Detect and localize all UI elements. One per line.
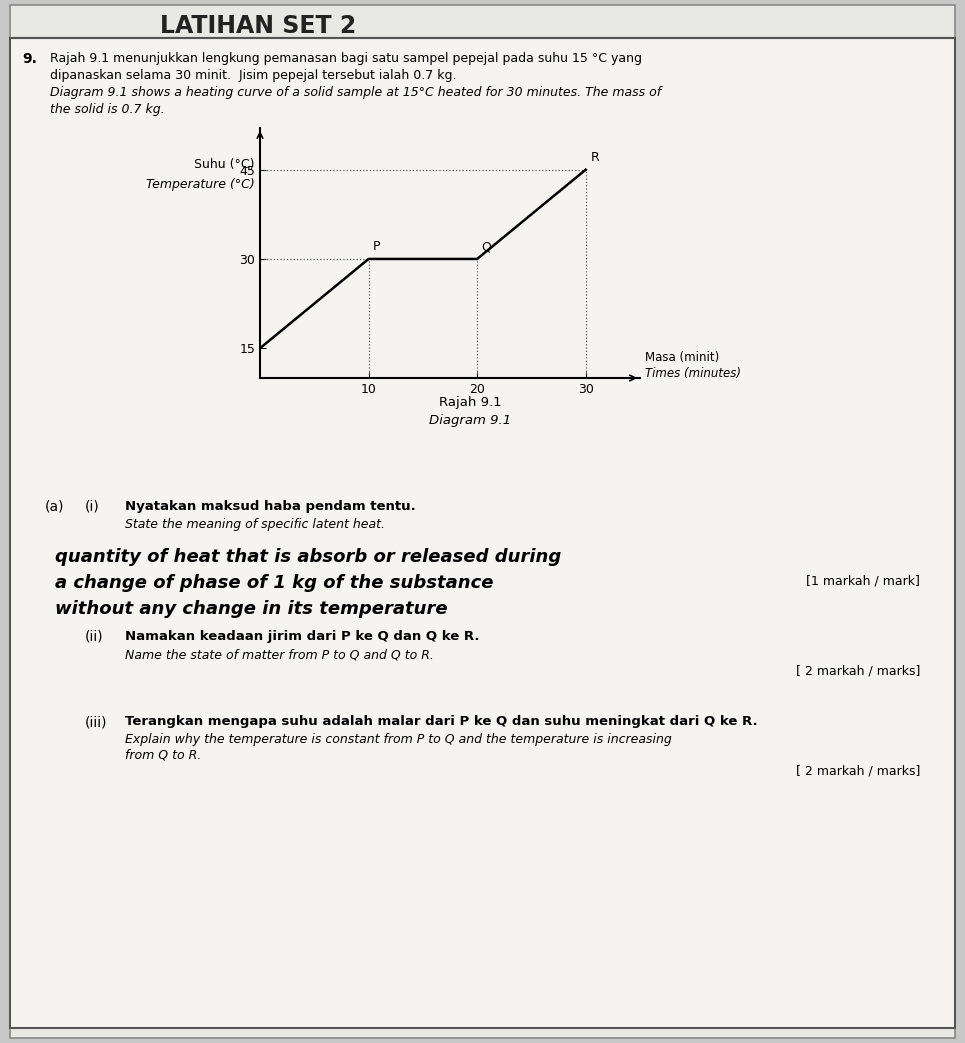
Text: (a): (a) <box>45 500 65 514</box>
Text: Times (minutes): Times (minutes) <box>645 366 741 380</box>
Text: Nyatakan maksud haba pendam tentu.: Nyatakan maksud haba pendam tentu. <box>125 500 416 513</box>
Text: a change of phase of 1 kg of the substance: a change of phase of 1 kg of the substan… <box>55 574 493 592</box>
Text: quantity of heat that is absorb or released during: quantity of heat that is absorb or relea… <box>55 548 562 566</box>
Text: (ii): (ii) <box>85 630 103 644</box>
Text: without any change in its temperature: without any change in its temperature <box>55 600 448 618</box>
Text: [ 2 markah / marks]: [ 2 markah / marks] <box>795 665 920 678</box>
Text: dipanaskan selama 30 minit.  Jisim pepejal tersebut ialah 0.7 kg.: dipanaskan selama 30 minit. Jisim pepeja… <box>50 69 456 82</box>
Text: [ 2 markah / marks]: [ 2 markah / marks] <box>795 765 920 778</box>
Text: R: R <box>592 151 600 164</box>
Text: from Q to R.: from Q to R. <box>125 749 202 762</box>
Text: Diagram 9.1 shows a heating curve of a solid sample at 15°C heated for 30 minute: Diagram 9.1 shows a heating curve of a s… <box>50 86 661 99</box>
Text: Masa (minit): Masa (minit) <box>645 351 719 364</box>
Text: Rajah 9.1: Rajah 9.1 <box>439 396 501 409</box>
Text: Terangkan mengapa suhu adalah malar dari P ke Q dan suhu meningkat dari Q ke R.: Terangkan mengapa suhu adalah malar dari… <box>125 715 758 728</box>
Text: Rajah 9.1 menunjukkan lengkung pemanasan bagi satu sampel pepejal pada suhu 15 °: Rajah 9.1 menunjukkan lengkung pemanasan… <box>50 52 642 65</box>
Text: Suhu (°C): Suhu (°C) <box>195 157 255 171</box>
Text: P: P <box>372 240 380 253</box>
Text: Q: Q <box>482 240 491 253</box>
Text: (i): (i) <box>85 500 99 514</box>
Text: (iii): (iii) <box>85 715 107 729</box>
Text: [1 markah / mark]: [1 markah / mark] <box>806 574 920 587</box>
Text: Explain why the temperature is constant from P to Q and the temperature is incre: Explain why the temperature is constant … <box>125 733 672 746</box>
Text: 9.: 9. <box>22 52 37 66</box>
Text: State the meaning of specific latent heat.: State the meaning of specific latent hea… <box>125 518 385 531</box>
Text: Diagram 9.1: Diagram 9.1 <box>428 414 511 427</box>
Text: Namakan keadaan jirim dari P ke Q dan Q ke R.: Namakan keadaan jirim dari P ke Q dan Q … <box>125 630 480 642</box>
Text: Name the state of matter from P to Q and Q to R.: Name the state of matter from P to Q and… <box>125 648 434 661</box>
Text: the solid is 0.7 kg.: the solid is 0.7 kg. <box>50 103 165 116</box>
Text: Temperature (°C): Temperature (°C) <box>147 178 255 191</box>
Text: LATIHAN SET 2: LATIHAN SET 2 <box>160 14 356 38</box>
